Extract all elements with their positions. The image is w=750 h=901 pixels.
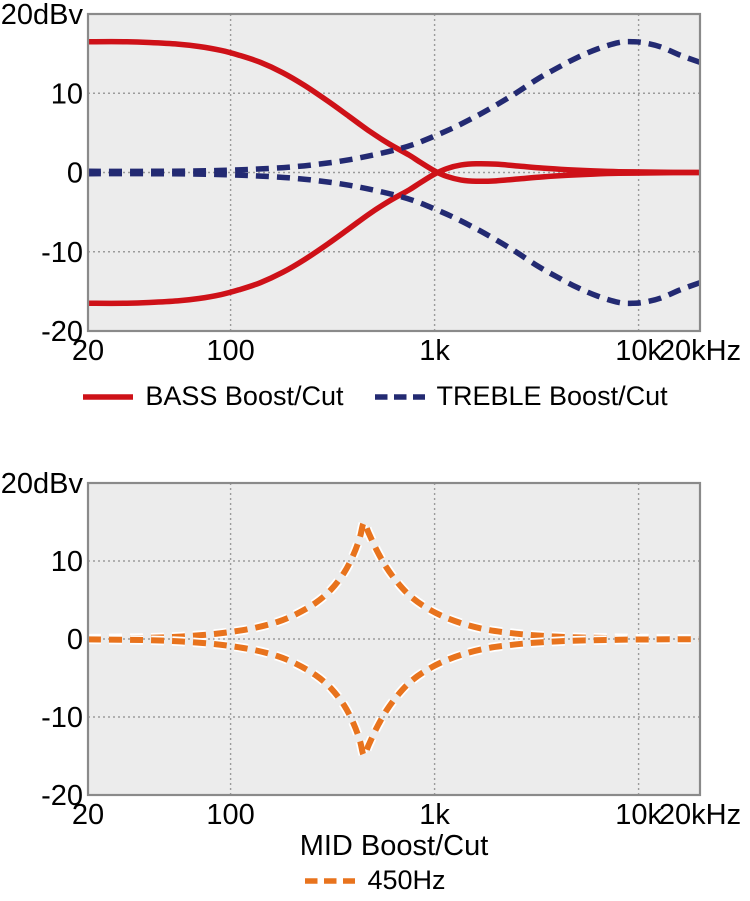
x-tick-label: 100 <box>206 799 254 831</box>
plot-border <box>86 481 702 797</box>
y-tick-label: 10 <box>51 78 83 110</box>
mid-chart-legend: 450Hz <box>0 867 750 894</box>
y-tick-label: 10 <box>51 546 83 578</box>
x-tick-label: 20kHz <box>659 799 741 831</box>
series-curves <box>87 38 701 307</box>
x-tick-label: 1k <box>419 335 450 367</box>
y-tick-label: 0 <box>67 158 83 190</box>
y-tick-label: 20dBv <box>1 468 84 500</box>
legend-swatch-solid-line-icon <box>83 393 134 400</box>
y-tick-label: 20dBv <box>1 0 84 31</box>
x-tick-label: 20 <box>72 335 104 367</box>
series-treble-boost-line <box>87 38 701 175</box>
y-tick-label: -10 <box>41 237 83 269</box>
series-treble-cut-line <box>87 170 701 307</box>
plot-border <box>86 12 702 333</box>
x-tick-label: 20kHz <box>659 335 741 367</box>
legend-swatch-dashed-line-icon <box>374 393 425 400</box>
legend-label: BASS Boost/Cut <box>145 381 344 411</box>
x-tick-label: 10k <box>615 799 662 831</box>
y-tick-label: -20 <box>41 316 83 348</box>
legend-item-450hz: 450Hz <box>304 865 446 895</box>
series-bass-boost-line <box>87 38 701 185</box>
legend-swatch-dashed-line-icon <box>305 877 356 884</box>
legend-label: TREBLE Boost/Cut <box>436 381 668 411</box>
y-tick-label: -10 <box>41 702 83 734</box>
series-mid-cut-line <box>87 636 701 759</box>
y-tick-label: -20 <box>41 780 83 812</box>
mid-chart-x-axis-title: MID Boost/Cut <box>299 830 489 862</box>
x-tick-label: 1k <box>419 799 450 831</box>
x-tick-label: 100 <box>206 335 254 367</box>
series-bass-cut-line <box>87 160 701 307</box>
y-tick-label: 0 <box>67 624 83 656</box>
series-mid-boost-line <box>87 519 701 642</box>
legend-label: 450Hz <box>367 865 446 895</box>
y-axis-tick-labels: 20dBv 10 0 -10 -20 <box>1 468 84 812</box>
bass-treble-legend: BASS Boost/Cut TREBLE Boost/Cut <box>0 383 750 410</box>
legend-item-bass-boost-cut: BASS Boost/Cut <box>82 381 344 411</box>
y-axis-tick-labels: 20dBv 10 0 -10 -20 <box>1 0 84 348</box>
legend-item-treble-boost-cut: TREBLE Boost/Cut <box>374 383 668 410</box>
series-curves <box>87 518 701 760</box>
x-tick-label: 10k <box>615 335 662 367</box>
x-tick-label: 20 <box>72 799 104 831</box>
